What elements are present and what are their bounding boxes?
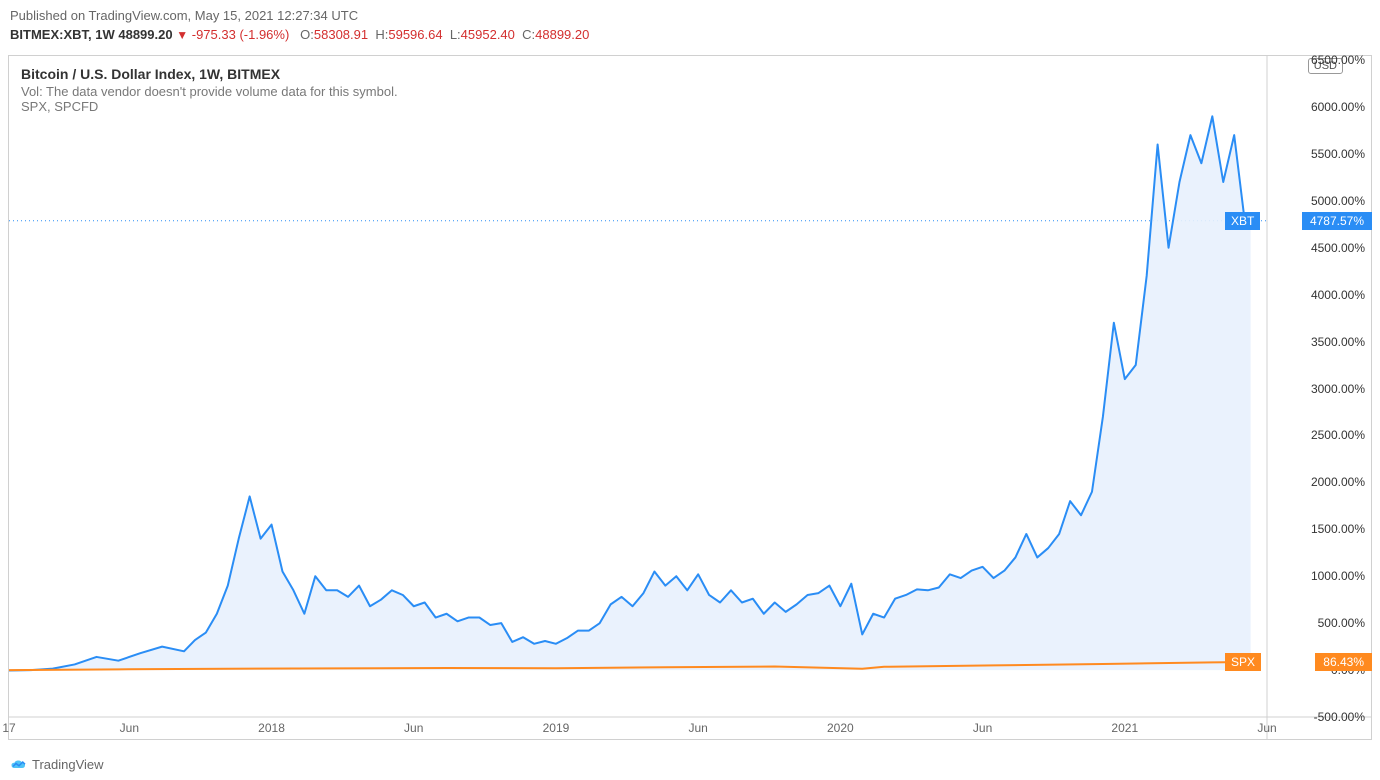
x-tick-label: Jun [1257,721,1276,735]
y-tick-label: 3500.00% [1311,335,1365,349]
y-tick-label: 500.00% [1318,616,1365,630]
brand-name: TradingView [32,757,104,772]
x-tick-label: 2018 [258,721,285,735]
ohlc-h-val: 59596.64 [388,27,442,42]
x-tick-label: 2020 [827,721,854,735]
x-tick-label: Jun [404,721,423,735]
y-tick-label: 5500.00% [1311,147,1365,161]
y-tick-label: 1500.00% [1311,522,1365,536]
ohlc-l-label: L: [450,27,461,42]
ohlc-l-val: 45952.40 [461,27,515,42]
chart-svg [9,56,1371,739]
ohlc-h-label: H: [375,27,388,42]
x-tick-label: Jun [688,721,707,735]
chart-area[interactable]: Bitcoin / U.S. Dollar Index, 1W, BITMEX … [8,55,1372,740]
price-change: -975.33 [192,27,236,42]
cloud-chart-icon [10,759,28,771]
ohlc-o-val: 58308.91 [314,27,368,42]
x-tick-label: Jun [120,721,139,735]
y-tick-label: 1000.00% [1311,569,1365,583]
price-badge-xbt: 4787.57% [1302,212,1372,230]
series-badge-xbt: XBT [1225,212,1260,230]
y-tick-label: 4500.00% [1311,241,1365,255]
series-badge-spx: SPX [1225,653,1261,671]
tradingview-logo[interactable]: TradingView [10,757,104,772]
y-tick-label: 2500.00% [1311,428,1365,442]
x-tick-label: 17 [2,721,15,735]
y-tick-label: -500.00% [1314,710,1365,724]
chart-header: Published on TradingView.com, May 15, 20… [0,0,1380,46]
ohlc-c-val: 48899.20 [535,27,589,42]
x-tick-label: Jun [973,721,992,735]
y-tick-label: 4000.00% [1311,288,1365,302]
ohlc-c-label: C: [522,27,535,42]
price-change-pct: (-1.96%) [239,27,289,42]
y-tick-label: 3000.00% [1311,382,1365,396]
y-tick-label: 6500.00% [1311,53,1365,67]
y-tick-label: 5000.00% [1311,194,1365,208]
y-tick-label: 6000.00% [1311,100,1365,114]
last-price: 48899.20 [118,27,172,42]
price-badge-spx: 86.43% [1315,653,1372,671]
symbol: BITMEX:XBT, 1W [10,27,115,42]
x-tick-label: 2021 [1111,721,1138,735]
ticker-line: BITMEX:XBT, 1W 48899.20 ▼ -975.33 (-1.96… [10,27,1370,42]
published-line: Published on TradingView.com, May 15, 20… [10,8,1370,23]
ohlc-o-label: O: [300,27,314,42]
y-tick-label: 2000.00% [1311,475,1365,489]
x-tick-label: 2019 [543,721,570,735]
down-arrow-icon: ▼ [176,28,188,42]
